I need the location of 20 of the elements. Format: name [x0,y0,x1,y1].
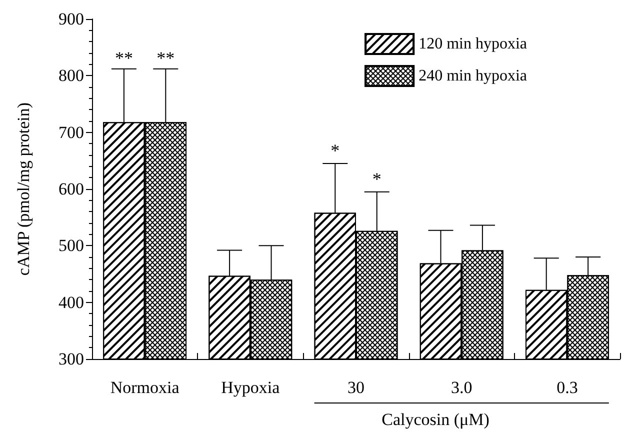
annotation: * [330,140,340,160]
y-tick-label: 700 [58,122,84,142]
y-tick-label: 500 [58,236,84,256]
annotation: * [372,168,382,189]
x-tick-label: Hypoxia [221,378,280,397]
x-tick-label: 3.0 [450,378,472,397]
y-axis-title: cAMP (pmol/mg protein) [14,102,33,276]
x-tick-label: 30 [348,378,364,397]
legend-label: 120 min hypoxia [418,36,527,52]
x-tick-label: Normoxia [110,378,180,397]
y-tick-label: 300 [58,350,84,368]
y-tick-label: 900 [58,10,84,28]
y-tick-label: 800 [58,66,84,86]
x-tick-label: 0.3 [556,378,578,397]
text: Calycosin (μM) [382,410,490,429]
legend-label: 240 min hypoxia [418,68,527,84]
y-tick-label: 400 [58,292,84,312]
data-label: ** [156,48,175,68]
y-tick-label: 600 [58,180,84,198]
data-label: ** [114,48,133,68]
